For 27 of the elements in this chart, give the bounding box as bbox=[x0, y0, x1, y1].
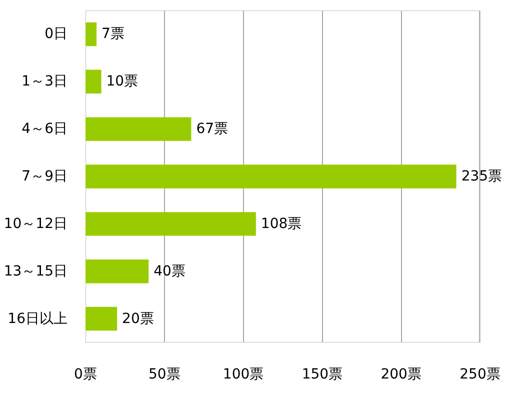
data-label: 7票 bbox=[102, 26, 124, 42]
y-tick-label: 7～9日 bbox=[22, 168, 68, 184]
x-tick-label: 50票 bbox=[148, 366, 180, 382]
bar bbox=[86, 306, 118, 331]
y-tick-label: 1～3日 bbox=[22, 74, 68, 90]
data-label: 10票 bbox=[106, 74, 138, 90]
bar bbox=[86, 164, 456, 188]
x-tick-label: 250票 bbox=[460, 366, 500, 382]
bar bbox=[86, 260, 149, 284]
y-tick-label: 10～12日 bbox=[4, 216, 68, 232]
bar bbox=[86, 22, 97, 46]
x-tick-label: 100票 bbox=[222, 366, 264, 382]
y-tick-label: 0日 bbox=[44, 26, 68, 42]
x-tick-label: 0票 bbox=[74, 366, 97, 382]
y-tick-label: 13～15日 bbox=[4, 263, 68, 280]
data-label: 108票 bbox=[260, 216, 302, 232]
x-tick-label: 200票 bbox=[380, 366, 422, 382]
data-label: 20票 bbox=[122, 310, 154, 327]
bar bbox=[86, 70, 102, 94]
x-tick-label: 150票 bbox=[302, 366, 343, 382]
data-label: 40票 bbox=[154, 263, 186, 280]
bar bbox=[86, 117, 192, 141]
bar bbox=[86, 212, 256, 236]
data-label: 67票 bbox=[196, 121, 228, 138]
y-tick-label: 16日以上 bbox=[8, 310, 68, 327]
y-tick-label: 4～6日 bbox=[22, 121, 68, 138]
data-label: 235票 bbox=[461, 168, 502, 184]
